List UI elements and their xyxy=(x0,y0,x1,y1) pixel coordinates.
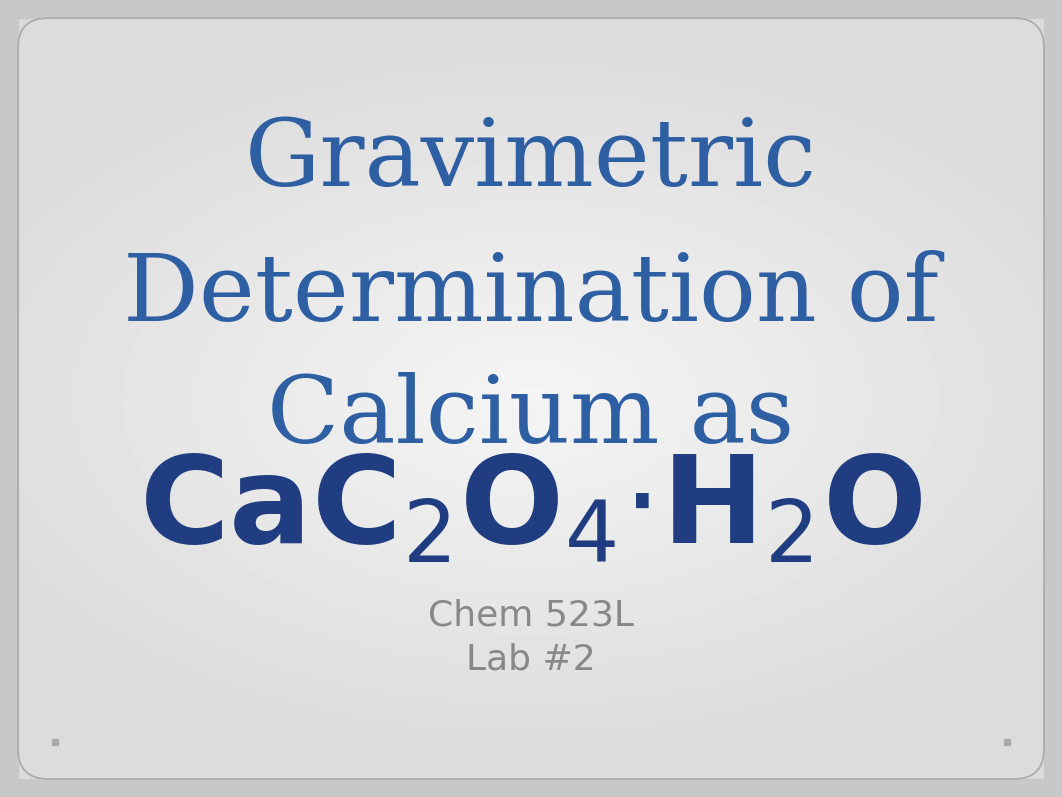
Text: CaC$_2$O$_4$$\cdot$H$_2$O: CaC$_2$O$_4$$\cdot$H$_2$O xyxy=(139,451,923,568)
PathPatch shape xyxy=(0,0,18,18)
Polygon shape xyxy=(1044,779,1062,797)
PathPatch shape xyxy=(1044,779,1062,797)
Polygon shape xyxy=(1044,0,1062,18)
Text: Determination of: Determination of xyxy=(123,250,939,340)
Text: Lab #2: Lab #2 xyxy=(466,643,596,677)
Text: Gravimetric: Gravimetric xyxy=(245,115,817,205)
PathPatch shape xyxy=(1044,0,1062,18)
PathPatch shape xyxy=(0,779,18,797)
Text: Calcium as: Calcium as xyxy=(268,372,794,462)
Polygon shape xyxy=(0,0,18,18)
Text: Chem 523L: Chem 523L xyxy=(428,598,634,632)
Polygon shape xyxy=(0,779,18,797)
